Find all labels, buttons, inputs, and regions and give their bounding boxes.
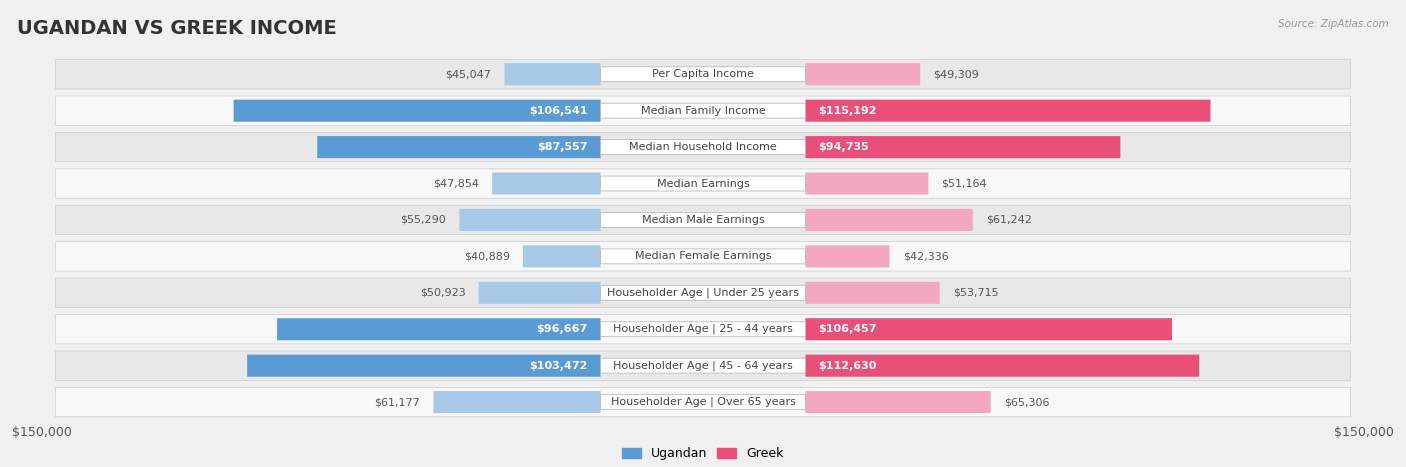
FancyBboxPatch shape [277,318,600,340]
Text: $65,306: $65,306 [1004,397,1049,407]
FancyBboxPatch shape [600,103,806,118]
Text: Median Family Income: Median Family Income [641,106,765,116]
Text: Median Household Income: Median Household Income [628,142,778,152]
FancyBboxPatch shape [55,205,1351,234]
FancyBboxPatch shape [600,395,806,410]
FancyBboxPatch shape [478,282,600,304]
FancyBboxPatch shape [600,67,806,82]
FancyBboxPatch shape [600,358,806,373]
Text: $61,177: $61,177 [374,397,420,407]
FancyBboxPatch shape [600,285,806,300]
FancyBboxPatch shape [600,322,806,337]
FancyBboxPatch shape [806,63,921,85]
FancyBboxPatch shape [806,172,928,195]
Text: UGANDAN VS GREEK INCOME: UGANDAN VS GREEK INCOME [17,19,336,38]
Text: Householder Age | Under 25 years: Householder Age | Under 25 years [607,288,799,298]
FancyBboxPatch shape [247,354,600,377]
FancyBboxPatch shape [806,354,1199,377]
FancyBboxPatch shape [600,249,806,264]
FancyBboxPatch shape [600,140,806,155]
Text: $55,290: $55,290 [401,215,446,225]
Text: $50,923: $50,923 [420,288,465,298]
Text: $96,667: $96,667 [536,324,588,334]
Legend: Ugandan, Greek: Ugandan, Greek [617,442,789,465]
Text: Per Capita Income: Per Capita Income [652,69,754,79]
Text: $94,735: $94,735 [818,142,869,152]
Text: $42,336: $42,336 [903,251,949,262]
Text: $106,457: $106,457 [818,324,877,334]
Text: $40,889: $40,889 [464,251,509,262]
Text: Median Female Earnings: Median Female Earnings [634,251,772,262]
Text: $45,047: $45,047 [446,69,491,79]
Text: $53,715: $53,715 [953,288,998,298]
Text: Median Male Earnings: Median Male Earnings [641,215,765,225]
FancyBboxPatch shape [806,136,1121,158]
Text: Householder Age | 25 - 44 years: Householder Age | 25 - 44 years [613,324,793,334]
FancyBboxPatch shape [523,245,600,268]
Text: $106,541: $106,541 [529,106,588,116]
FancyBboxPatch shape [600,212,806,227]
Text: Householder Age | 45 - 64 years: Householder Age | 45 - 64 years [613,361,793,371]
FancyBboxPatch shape [806,282,939,304]
FancyBboxPatch shape [600,176,806,191]
FancyBboxPatch shape [505,63,600,85]
FancyBboxPatch shape [55,388,1351,417]
FancyBboxPatch shape [55,315,1351,344]
FancyBboxPatch shape [806,391,991,413]
Text: $49,309: $49,309 [934,69,980,79]
FancyBboxPatch shape [55,133,1351,162]
Text: $112,630: $112,630 [818,361,877,371]
FancyBboxPatch shape [55,278,1351,307]
Text: $115,192: $115,192 [818,106,877,116]
Text: Median Earnings: Median Earnings [657,178,749,189]
FancyBboxPatch shape [55,96,1351,125]
FancyBboxPatch shape [806,99,1211,122]
Text: Source: ZipAtlas.com: Source: ZipAtlas.com [1278,19,1389,28]
FancyBboxPatch shape [806,245,890,268]
FancyBboxPatch shape [806,318,1173,340]
Text: $103,472: $103,472 [529,361,588,371]
Text: $61,242: $61,242 [986,215,1032,225]
FancyBboxPatch shape [55,60,1351,89]
Text: Householder Age | Over 65 years: Householder Age | Over 65 years [610,397,796,407]
FancyBboxPatch shape [492,172,600,195]
FancyBboxPatch shape [233,99,600,122]
Text: $87,557: $87,557 [537,142,588,152]
FancyBboxPatch shape [55,242,1351,271]
FancyBboxPatch shape [433,391,600,413]
FancyBboxPatch shape [460,209,600,231]
Text: $47,854: $47,854 [433,178,479,189]
FancyBboxPatch shape [806,209,973,231]
FancyBboxPatch shape [55,351,1351,380]
FancyBboxPatch shape [318,136,600,158]
Text: $51,164: $51,164 [942,178,987,189]
FancyBboxPatch shape [55,169,1351,198]
